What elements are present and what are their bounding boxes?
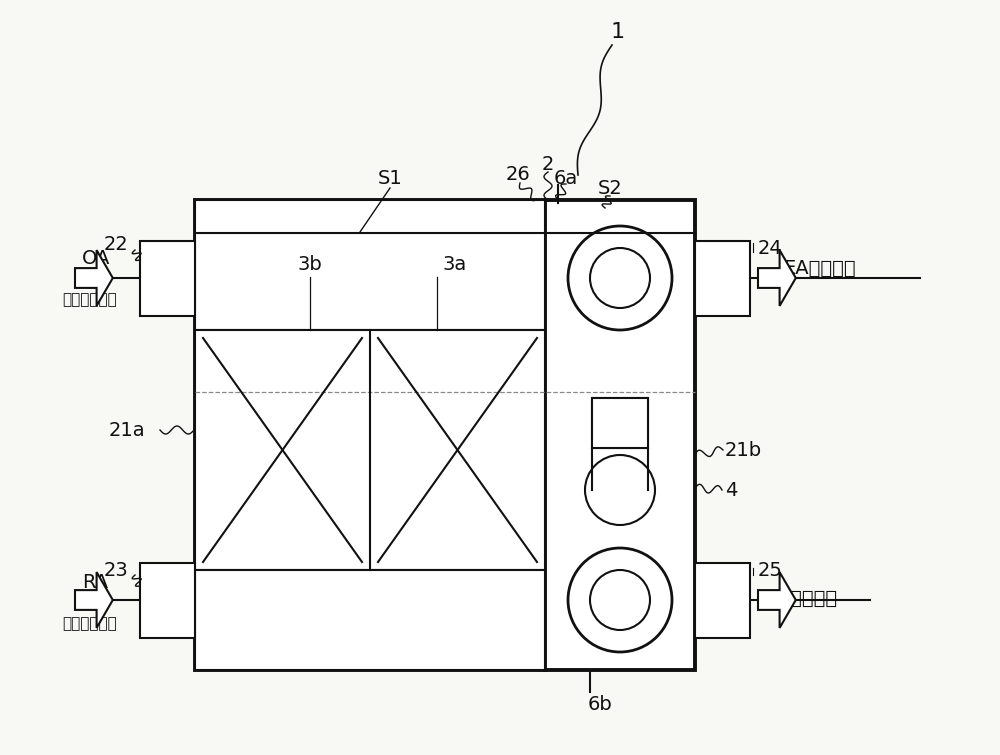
Bar	[140, 563, 195, 638]
Text: 3b: 3b	[298, 255, 322, 275]
Text: OA: OA	[82, 248, 110, 267]
Text: 21a: 21a	[108, 421, 145, 439]
Bar	[140, 241, 195, 316]
Text: 23: 23	[103, 560, 128, 580]
Circle shape	[590, 248, 650, 308]
Text: 1: 1	[611, 22, 625, 42]
Text: 22: 22	[103, 236, 128, 254]
Bar	[592, 446, 648, 495]
Bar	[695, 241, 750, 316]
Circle shape	[568, 548, 672, 652]
Text: EA（排气）: EA（排气）	[783, 258, 856, 278]
Text: 21b: 21b	[725, 440, 762, 460]
Text: S2: S2	[598, 178, 622, 198]
Text: 4: 4	[725, 480, 737, 500]
Circle shape	[568, 226, 672, 330]
Bar	[195, 200, 545, 330]
Text: 26: 26	[506, 165, 530, 184]
Text: 25: 25	[758, 560, 783, 580]
Text: RA: RA	[82, 572, 108, 591]
Text: 24: 24	[758, 239, 783, 257]
Text: 6b: 6b	[588, 695, 612, 714]
Polygon shape	[758, 572, 796, 628]
Polygon shape	[75, 572, 113, 628]
Bar	[195, 200, 545, 670]
Text: S1: S1	[378, 168, 402, 187]
Bar	[695, 563, 750, 638]
Text: 3a: 3a	[443, 255, 467, 275]
Text: （室外空气）: （室外空气）	[62, 292, 117, 307]
Text: SA（供气）: SA（供气）	[765, 588, 838, 608]
Bar	[195, 330, 545, 570]
Circle shape	[585, 455, 655, 525]
Bar	[195, 570, 545, 670]
Circle shape	[590, 570, 650, 630]
Bar	[592, 398, 648, 448]
Text: 2: 2	[542, 156, 554, 174]
Bar	[545, 200, 695, 670]
Bar	[592, 398, 648, 448]
Text: 6a: 6a	[554, 168, 578, 187]
Polygon shape	[75, 250, 113, 306]
Text: （室内空气）: （室内空气）	[62, 617, 117, 631]
Polygon shape	[758, 250, 796, 306]
